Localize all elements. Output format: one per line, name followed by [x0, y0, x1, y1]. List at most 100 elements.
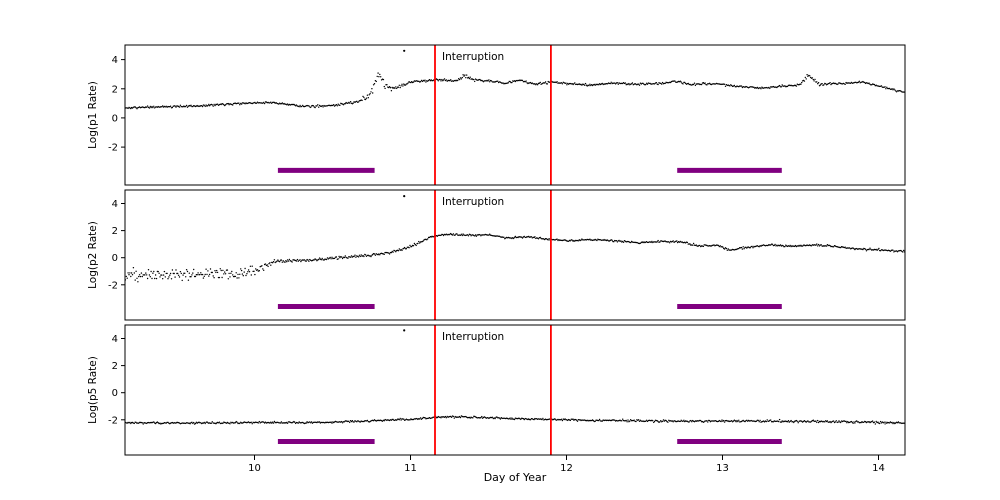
data-point: [672, 421, 674, 423]
data-point: [436, 79, 439, 81]
data-point: [454, 415, 456, 418]
data-point: [344, 255, 346, 257]
data-point: [669, 242, 671, 244]
data-point: [737, 420, 739, 423]
data-point: [717, 244, 720, 247]
data-point: [892, 249, 894, 251]
data-point: [373, 419, 376, 421]
data-point: [759, 87, 761, 89]
data-point: [212, 275, 214, 277]
data-point: [753, 86, 755, 89]
data-point: [343, 421, 346, 423]
data-point: [205, 268, 207, 270]
data-point: [846, 422, 848, 424]
data-point: [572, 418, 574, 420]
data-point: [419, 418, 421, 420]
data-point: [664, 82, 666, 85]
data-point: [397, 86, 400, 88]
data-point: [153, 105, 155, 108]
data-point: [263, 102, 266, 105]
data-point: [310, 106, 312, 109]
data-point: [469, 233, 471, 236]
data-point: [204, 273, 206, 276]
y-tick-label: -2: [108, 415, 118, 426]
data-point: [723, 421, 726, 423]
data-point: [627, 419, 629, 421]
data-point: [511, 237, 513, 240]
data-point: [310, 422, 312, 424]
data-point: [606, 239, 609, 241]
data-point: [581, 238, 583, 240]
data-point: [148, 107, 151, 109]
data-point: [369, 93, 371, 95]
data-point: [776, 86, 778, 89]
data-point: [461, 234, 463, 237]
data-point: [479, 234, 481, 236]
y-tick-label: 0: [112, 388, 118, 399]
data-point: [318, 257, 321, 259]
data-point: [372, 92, 374, 94]
data-point: [318, 258, 320, 261]
data-point: [303, 259, 306, 261]
data-point: [645, 83, 647, 86]
data-point: [620, 240, 622, 242]
data-point: [144, 274, 146, 276]
data-point: [134, 279, 136, 281]
data-point: [280, 421, 283, 423]
data-point: [325, 258, 328, 261]
data-point: [817, 82, 820, 84]
data-point: [208, 275, 210, 277]
data-point: [318, 421, 321, 423]
data-point: [136, 277, 138, 279]
data-point: [569, 419, 572, 422]
data-point: [134, 106, 136, 108]
data-point: [896, 251, 899, 253]
data-point: [349, 101, 352, 103]
data-point: [801, 420, 803, 422]
data-point: [347, 102, 349, 105]
data-point: [877, 421, 879, 423]
data-point: [829, 245, 831, 247]
data-point: [781, 84, 783, 86]
data-point: [689, 243, 691, 245]
data-point: [868, 82, 870, 84]
data-point: [845, 420, 847, 423]
data-point: [789, 420, 791, 423]
data-point: [480, 416, 482, 419]
data-point: [809, 76, 812, 79]
data-point: [758, 246, 760, 248]
data-point: [816, 421, 818, 424]
interruption-label: Interruption: [442, 196, 504, 208]
data-point: [147, 269, 150, 271]
data-point: [829, 82, 831, 84]
data-point: [174, 105, 176, 107]
data-point: [660, 420, 662, 422]
data-point: [583, 84, 586, 86]
data-point: [450, 79, 452, 81]
data-point: [381, 420, 384, 422]
data-point: [653, 420, 656, 423]
data-point: [718, 245, 720, 248]
data-point: [799, 245, 801, 247]
data-point: [236, 421, 238, 423]
data-point: [742, 419, 744, 422]
data-point: [525, 80, 527, 82]
data-point: [813, 80, 815, 82]
data-point: [565, 82, 567, 84]
data-point: [529, 419, 532, 421]
data-point: [186, 270, 189, 273]
data-point: [208, 105, 211, 107]
data-point: [253, 270, 255, 272]
data-point: [330, 421, 332, 423]
data-point: [215, 271, 217, 274]
data-point: [261, 265, 263, 267]
data-point: [561, 419, 564, 422]
data-point: [830, 83, 832, 86]
y-tick-label: 0: [112, 113, 118, 124]
data-point: [868, 421, 870, 423]
data-point: [211, 421, 213, 423]
data-point: [534, 83, 536, 85]
data-point: [370, 91, 372, 93]
data-point: [206, 421, 208, 423]
